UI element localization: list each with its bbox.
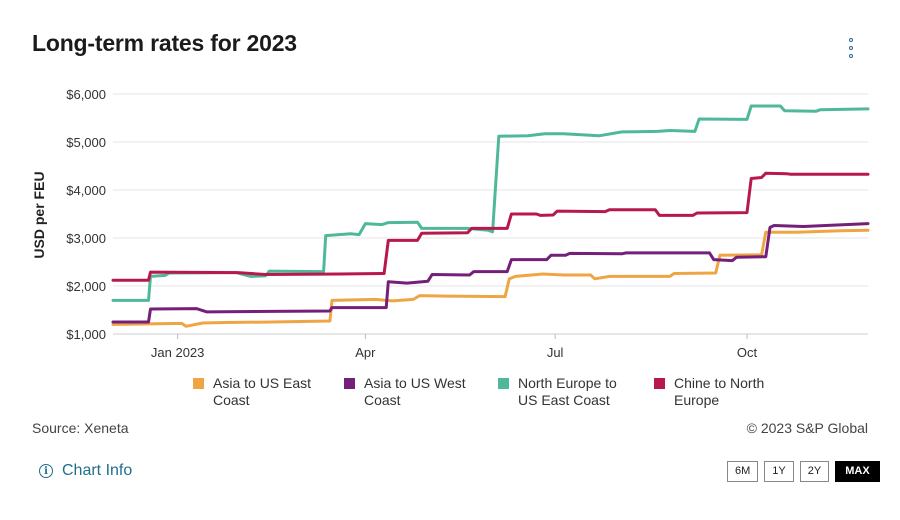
chart-title: Long-term rates for 2023: [32, 30, 297, 56]
source-note: Source: Xeneta: [32, 420, 129, 436]
y-tick-label: $3,000: [66, 231, 106, 246]
legend-swatch: [498, 378, 509, 389]
copyright-note: © 2023 S&P Global: [746, 420, 868, 436]
line-chart: $1,000 $2,000 $3,000 $4,000 $5,000 $6,000 Jan…: [31, 87, 870, 360]
series-line-1: [111, 222, 870, 324]
gridlines: [113, 93, 868, 335]
x-tick-label: Jul: [547, 345, 564, 360]
vertical-ellipsis-icon[interactable]: [842, 38, 860, 58]
legend-label: North Europe to US East Coast: [518, 375, 617, 408]
legend-item-asia-us-east[interactable]: Asia to US East Coast: [193, 375, 328, 409]
legend-label: Asia to US East Coast: [213, 375, 312, 408]
range-6m-button[interactable]: 6M: [727, 461, 759, 482]
legend-item-north-europe-us-east[interactable]: North Europe to US East Coast: [498, 375, 633, 409]
menu-dot: [849, 46, 853, 50]
y-tick-label: $1,000: [66, 327, 106, 342]
series-lines: [111, 104, 870, 328]
legend-item-china-north-europe[interactable]: Chine to North Europe: [654, 375, 789, 409]
menu-dot: [849, 38, 853, 42]
range-1y-button[interactable]: 1Y: [764, 461, 794, 482]
range-max-button[interactable]: MAX: [835, 461, 880, 482]
y-axis-label: USD per FEU: [31, 171, 47, 258]
y-axis-ticks: $1,000 $2,000 $3,000 $4,000 $5,000 $6,000: [66, 87, 106, 342]
y-tick-label: $6,000: [66, 87, 106, 102]
legend-swatch: [344, 378, 355, 389]
legend-swatch: [193, 378, 204, 389]
y-tick-label: $5,000: [66, 135, 106, 150]
y-tick-label: $4,000: [66, 183, 106, 198]
legend-swatch: [654, 378, 665, 389]
menu-dot: [849, 54, 853, 58]
x-axis-ticks: Jan 2023 Apr Jul Oct: [151, 334, 758, 360]
series-line-0: [111, 228, 870, 328]
range-2y-button[interactable]: 2Y: [799, 461, 830, 482]
y-tick-label: $2,000: [66, 279, 106, 294]
legend-label: Asia to US West Coast: [364, 375, 466, 408]
legend-label: Chine to North Europe: [674, 375, 765, 408]
info-circle-icon: i: [39, 464, 53, 478]
x-tick-label: Jan 2023: [151, 345, 205, 360]
legend-item-asia-us-west[interactable]: Asia to US West Coast: [344, 375, 479, 409]
chart-legend: Asia to US East Coast Asia to US West Co…: [193, 375, 833, 415]
series-line-3: [111, 171, 870, 282]
x-tick-label: Oct: [737, 345, 758, 360]
chart-info-label: Chart Info: [62, 462, 133, 479]
x-tick-label: Apr: [355, 345, 376, 360]
range-selector: 6M 1Y 2Y MAX: [727, 461, 880, 482]
chart-info-link[interactable]: i Chart Info: [39, 462, 132, 480]
